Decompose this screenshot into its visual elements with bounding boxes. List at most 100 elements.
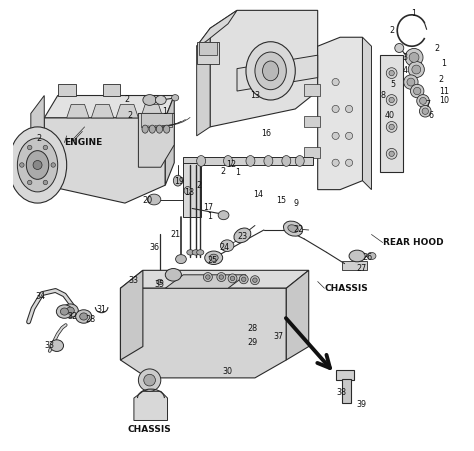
- Polygon shape: [116, 105, 138, 118]
- Ellipse shape: [283, 221, 302, 236]
- Ellipse shape: [142, 125, 148, 133]
- Text: 23: 23: [237, 232, 247, 241]
- Circle shape: [386, 68, 397, 78]
- Ellipse shape: [263, 61, 279, 81]
- Circle shape: [346, 132, 353, 139]
- Text: 33: 33: [128, 276, 138, 285]
- Ellipse shape: [18, 138, 58, 192]
- Ellipse shape: [50, 340, 64, 351]
- Text: 17: 17: [203, 203, 213, 212]
- Text: REAR HOOD: REAR HOOD: [383, 238, 443, 247]
- Polygon shape: [342, 379, 351, 403]
- Circle shape: [386, 121, 397, 132]
- Polygon shape: [197, 10, 237, 46]
- Circle shape: [389, 70, 394, 76]
- Bar: [58, 84, 76, 96]
- Polygon shape: [141, 105, 163, 118]
- Polygon shape: [120, 288, 286, 378]
- Polygon shape: [197, 28, 210, 136]
- Ellipse shape: [422, 108, 428, 115]
- Bar: [304, 84, 320, 96]
- Text: 6: 6: [428, 111, 433, 120]
- Circle shape: [51, 163, 55, 167]
- Circle shape: [346, 106, 353, 113]
- Polygon shape: [165, 96, 174, 185]
- Circle shape: [219, 275, 224, 279]
- Text: 40: 40: [384, 111, 394, 120]
- Ellipse shape: [147, 194, 161, 205]
- Text: 9: 9: [293, 198, 299, 207]
- Text: 1: 1: [236, 168, 240, 177]
- Text: 10: 10: [439, 97, 449, 106]
- Circle shape: [203, 272, 212, 281]
- Text: 1: 1: [411, 9, 417, 18]
- Ellipse shape: [246, 156, 255, 166]
- Text: 16: 16: [261, 129, 271, 138]
- Ellipse shape: [282, 156, 291, 166]
- Text: 2: 2: [389, 26, 394, 35]
- Circle shape: [206, 275, 210, 279]
- Circle shape: [239, 275, 248, 284]
- Ellipse shape: [404, 75, 418, 89]
- Ellipse shape: [197, 156, 206, 166]
- Ellipse shape: [205, 251, 223, 264]
- Polygon shape: [318, 37, 363, 189]
- Text: 39: 39: [356, 400, 367, 410]
- Bar: [141, 114, 172, 127]
- Polygon shape: [44, 118, 165, 203]
- Text: ENGINE: ENGINE: [64, 138, 103, 147]
- Ellipse shape: [80, 313, 88, 320]
- Text: 2: 2: [36, 133, 41, 143]
- Ellipse shape: [149, 125, 155, 133]
- Text: 22: 22: [294, 226, 304, 235]
- Circle shape: [33, 161, 42, 170]
- Bar: [102, 84, 120, 96]
- Text: 1: 1: [162, 107, 167, 116]
- Text: 28: 28: [85, 315, 95, 324]
- Polygon shape: [210, 10, 318, 127]
- Text: 2: 2: [220, 167, 225, 176]
- Polygon shape: [237, 55, 318, 91]
- Ellipse shape: [413, 87, 421, 95]
- Text: 34: 34: [36, 292, 46, 301]
- Text: 13: 13: [250, 91, 260, 100]
- Polygon shape: [120, 270, 309, 288]
- Ellipse shape: [255, 52, 286, 90]
- Text: 37: 37: [273, 332, 283, 341]
- Ellipse shape: [417, 95, 429, 107]
- Ellipse shape: [76, 310, 92, 323]
- Circle shape: [386, 148, 397, 159]
- Text: 19: 19: [173, 177, 184, 186]
- Text: 32: 32: [67, 312, 77, 321]
- Text: 7: 7: [425, 100, 430, 109]
- Circle shape: [144, 374, 155, 386]
- Polygon shape: [67, 105, 89, 118]
- Ellipse shape: [295, 156, 304, 166]
- Text: CHASSIS: CHASSIS: [324, 284, 368, 293]
- Text: 2: 2: [125, 96, 130, 105]
- Text: 31: 31: [97, 305, 107, 314]
- Ellipse shape: [173, 175, 182, 186]
- Circle shape: [332, 78, 339, 86]
- Ellipse shape: [408, 61, 424, 78]
- Ellipse shape: [143, 95, 156, 106]
- Circle shape: [230, 276, 235, 281]
- Text: 21: 21: [170, 230, 180, 239]
- Ellipse shape: [157, 279, 163, 285]
- Text: 15: 15: [276, 196, 286, 205]
- Circle shape: [386, 95, 397, 106]
- Ellipse shape: [60, 308, 68, 315]
- Circle shape: [253, 278, 257, 282]
- Ellipse shape: [197, 250, 204, 255]
- Text: 33: 33: [45, 341, 55, 350]
- Circle shape: [43, 145, 47, 150]
- Polygon shape: [91, 105, 114, 118]
- Bar: [342, 262, 367, 270]
- Text: 4: 4: [402, 66, 408, 75]
- Ellipse shape: [184, 187, 191, 194]
- Text: 2: 2: [196, 181, 201, 190]
- Text: 24: 24: [219, 244, 229, 253]
- Circle shape: [228, 274, 237, 283]
- Circle shape: [19, 163, 24, 167]
- Circle shape: [332, 159, 339, 166]
